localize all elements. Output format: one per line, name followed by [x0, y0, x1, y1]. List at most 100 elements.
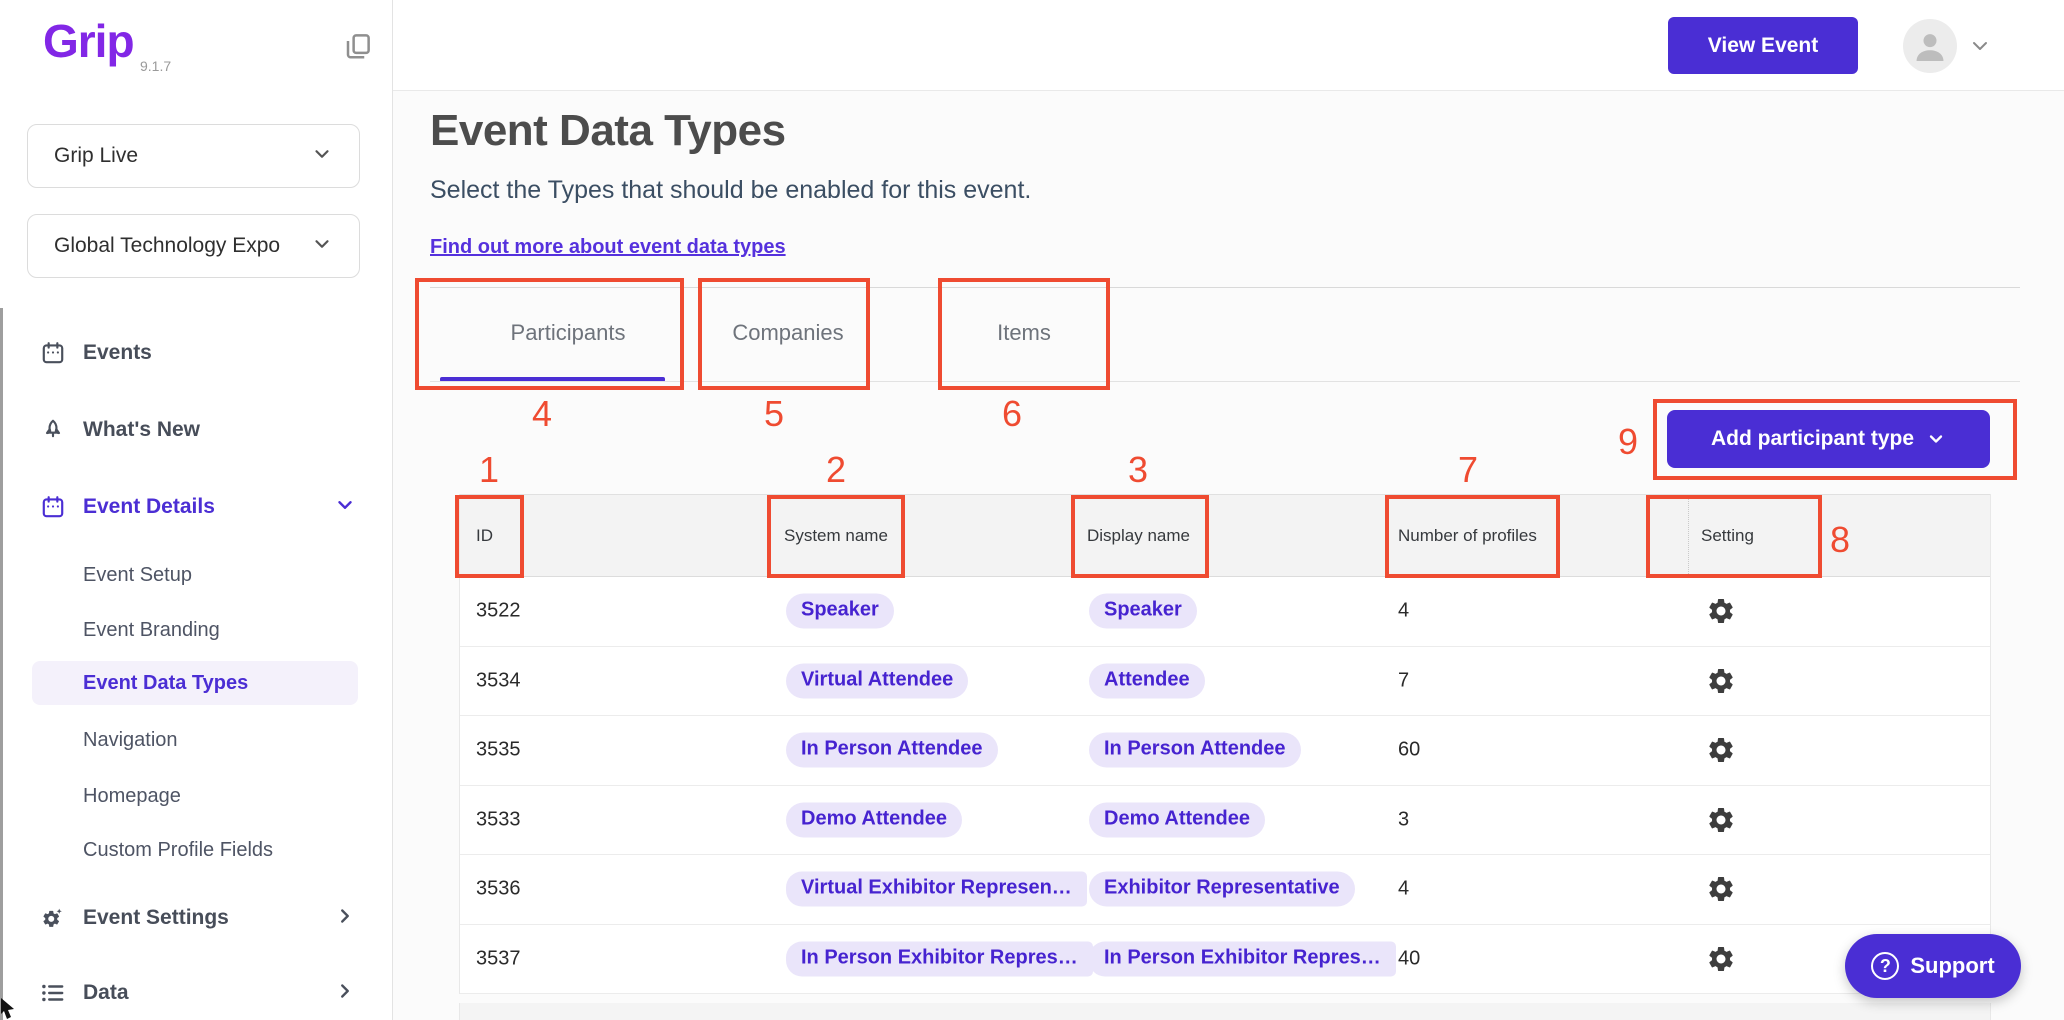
system-name-badge: Demo Attendee	[786, 802, 962, 838]
row-id: 3537	[476, 947, 521, 970]
sidebar-item-events[interactable]: Events	[0, 327, 392, 379]
chevron-down-icon	[311, 233, 333, 260]
display-name-badge: Exhibitor Representative	[1089, 871, 1355, 907]
question-circle-icon: ?	[1871, 952, 1900, 980]
settings-gear-icon[interactable]	[1706, 596, 1736, 626]
active-tab-underline	[440, 377, 665, 382]
annotation-label-5: 5	[763, 393, 785, 434]
add-participant-type-label: Add participant type	[1710, 427, 1915, 450]
table-row: 3533 Demo Attendee Demo Attendee 3	[460, 785, 1990, 855]
sidebar-item-label: Homepage	[83, 784, 181, 807]
sidebar-item-label: Event Data Types	[83, 671, 249, 694]
chevron-right-icon	[334, 980, 356, 1007]
sidebar-item-event-branding[interactable]: Event Branding	[0, 607, 392, 653]
profiles-count: 4	[1398, 599, 1410, 622]
sidebar-item-event-data-types[interactable]: Event Data Types	[0, 660, 392, 706]
sidebar-active-highlight	[32, 661, 358, 705]
mouse-cursor	[1, 998, 19, 1020]
sidebar-item-label: What's New	[83, 418, 201, 441]
event-dropdown-value: Global Technology Expo	[54, 234, 281, 257]
table-row: 3535 In Person Attendee In Person Attend…	[460, 716, 1990, 786]
sidebar-item-label: Event Setup	[83, 563, 192, 586]
copy-icon[interactable]	[343, 30, 373, 62]
chevron-down-icon	[311, 143, 333, 170]
settings-gear-icon[interactable]	[1706, 944, 1736, 974]
sidebar-item-data[interactable]: Data	[0, 967, 392, 1019]
data-types-table: ID System name Display name Number of pr…	[459, 494, 1991, 994]
column-header-id: ID	[476, 525, 493, 545]
system-name-badge: Virtual Attendee	[786, 663, 969, 699]
event-dropdown[interactable]: Global Technology Expo	[27, 214, 360, 278]
row-id: 3534	[476, 669, 521, 692]
sidebar-item-label: Events	[83, 341, 152, 364]
sidebar-item-custom-profile-fields[interactable]: Custom Profile Fields	[0, 827, 392, 873]
profiles-count: 7	[1398, 669, 1410, 692]
row-id: 3535	[476, 738, 521, 761]
display-name-badge: Demo Attendee	[1089, 802, 1265, 838]
table-row: 3536 Virtual Exhibitor Represen… Exhibit…	[460, 855, 1990, 925]
support-button[interactable]: ? Support	[1845, 934, 2021, 998]
rocket-icon	[40, 417, 66, 443]
profiles-count: 3	[1398, 808, 1410, 831]
profiles-count: 60	[1398, 738, 1421, 761]
chevron-down-icon	[334, 494, 356, 521]
row-id: 3536	[476, 877, 521, 900]
workspace-dropdown[interactable]: Grip Live	[27, 124, 360, 188]
column-header-setting: Setting	[1701, 525, 1754, 545]
annotation-label-7: 7	[1457, 449, 1479, 490]
tab-participants[interactable]: Participants	[510, 320, 626, 345]
sidebar-item-navigation[interactable]: Navigation	[0, 717, 392, 763]
column-header-system-name: System name	[784, 525, 888, 545]
sidebar-item-homepage[interactable]: Homepage	[0, 773, 392, 819]
divider	[430, 381, 2020, 382]
column-header-display-name: Display name	[1087, 525, 1190, 545]
annotation-label-1: 1	[478, 449, 500, 490]
table-body: 3522 Speaker Speaker 4 3534 Virtual Atte…	[460, 577, 1990, 994]
annotation-label-6: 6	[1001, 393, 1023, 434]
system-name-badge: Speaker	[786, 593, 894, 629]
system-name-badge: Virtual Exhibitor Represen…	[786, 871, 1087, 907]
sidebar-item-label: Event Details	[83, 495, 215, 518]
chevron-down-icon[interactable]	[1968, 34, 1992, 63]
tab-companies[interactable]: Companies	[732, 320, 844, 345]
list-icon	[40, 980, 66, 1006]
table-footer-partial-row	[459, 1003, 1991, 1020]
settings-gear-icon[interactable]	[1706, 874, 1736, 904]
sidebar-item-whats-new[interactable]: What's New	[0, 404, 392, 456]
row-id: 3533	[476, 808, 521, 831]
workspace-dropdown-value: Grip Live	[54, 144, 139, 167]
column-divider	[1688, 495, 1689, 576]
add-participant-type-button[interactable]: Add participant type	[1667, 410, 1990, 468]
page-title: Event Data Types	[430, 106, 786, 155]
table-row: 3537 In Person Exhibitor Repres… In Pers…	[460, 924, 1990, 994]
system-name-badge: In Person Attendee	[786, 732, 998, 768]
sidebar-item-label: Navigation	[83, 728, 178, 751]
annotation-label-4: 4	[531, 393, 553, 434]
settings-gear-icon[interactable]	[1706, 735, 1736, 765]
grip-logo: Grip	[43, 15, 135, 67]
sidebar-item-event-details[interactable]: Event Details	[0, 481, 392, 533]
sidebar-item-event-settings[interactable]: Event Settings	[0, 892, 392, 944]
app-version: 9.1.7	[140, 58, 172, 74]
scrollbar[interactable]	[0, 308, 3, 1020]
view-event-button[interactable]: View Event	[1668, 17, 1858, 74]
divider	[430, 287, 2020, 288]
profiles-count: 40	[1398, 947, 1421, 970]
avatar[interactable]	[1903, 19, 1957, 73]
annotation-label-2: 2	[825, 449, 847, 490]
sidebar-item-event-setup[interactable]: Event Setup	[0, 552, 392, 598]
tab-items[interactable]: Items	[997, 320, 1051, 345]
learn-more-link[interactable]: Find out more about event data types	[430, 236, 786, 258]
sidebar-item-label: Data	[83, 981, 129, 1004]
sidebar-item-label: Event Settings	[83, 906, 229, 929]
settings-gear-icon[interactable]	[1706, 805, 1736, 835]
display-name-badge: In Person Exhibitor Repres…	[1089, 941, 1396, 977]
profiles-count: 4	[1398, 877, 1410, 900]
settings-gear-icon[interactable]	[1706, 666, 1736, 696]
support-label: Support	[1910, 953, 1995, 978]
table-row: 3522 Speaker Speaker 4	[460, 577, 1990, 647]
display-name-badge: Speaker	[1089, 593, 1197, 629]
system-name-badge: In Person Exhibitor Repres…	[786, 941, 1093, 977]
display-name-badge: In Person Attendee	[1089, 732, 1301, 768]
